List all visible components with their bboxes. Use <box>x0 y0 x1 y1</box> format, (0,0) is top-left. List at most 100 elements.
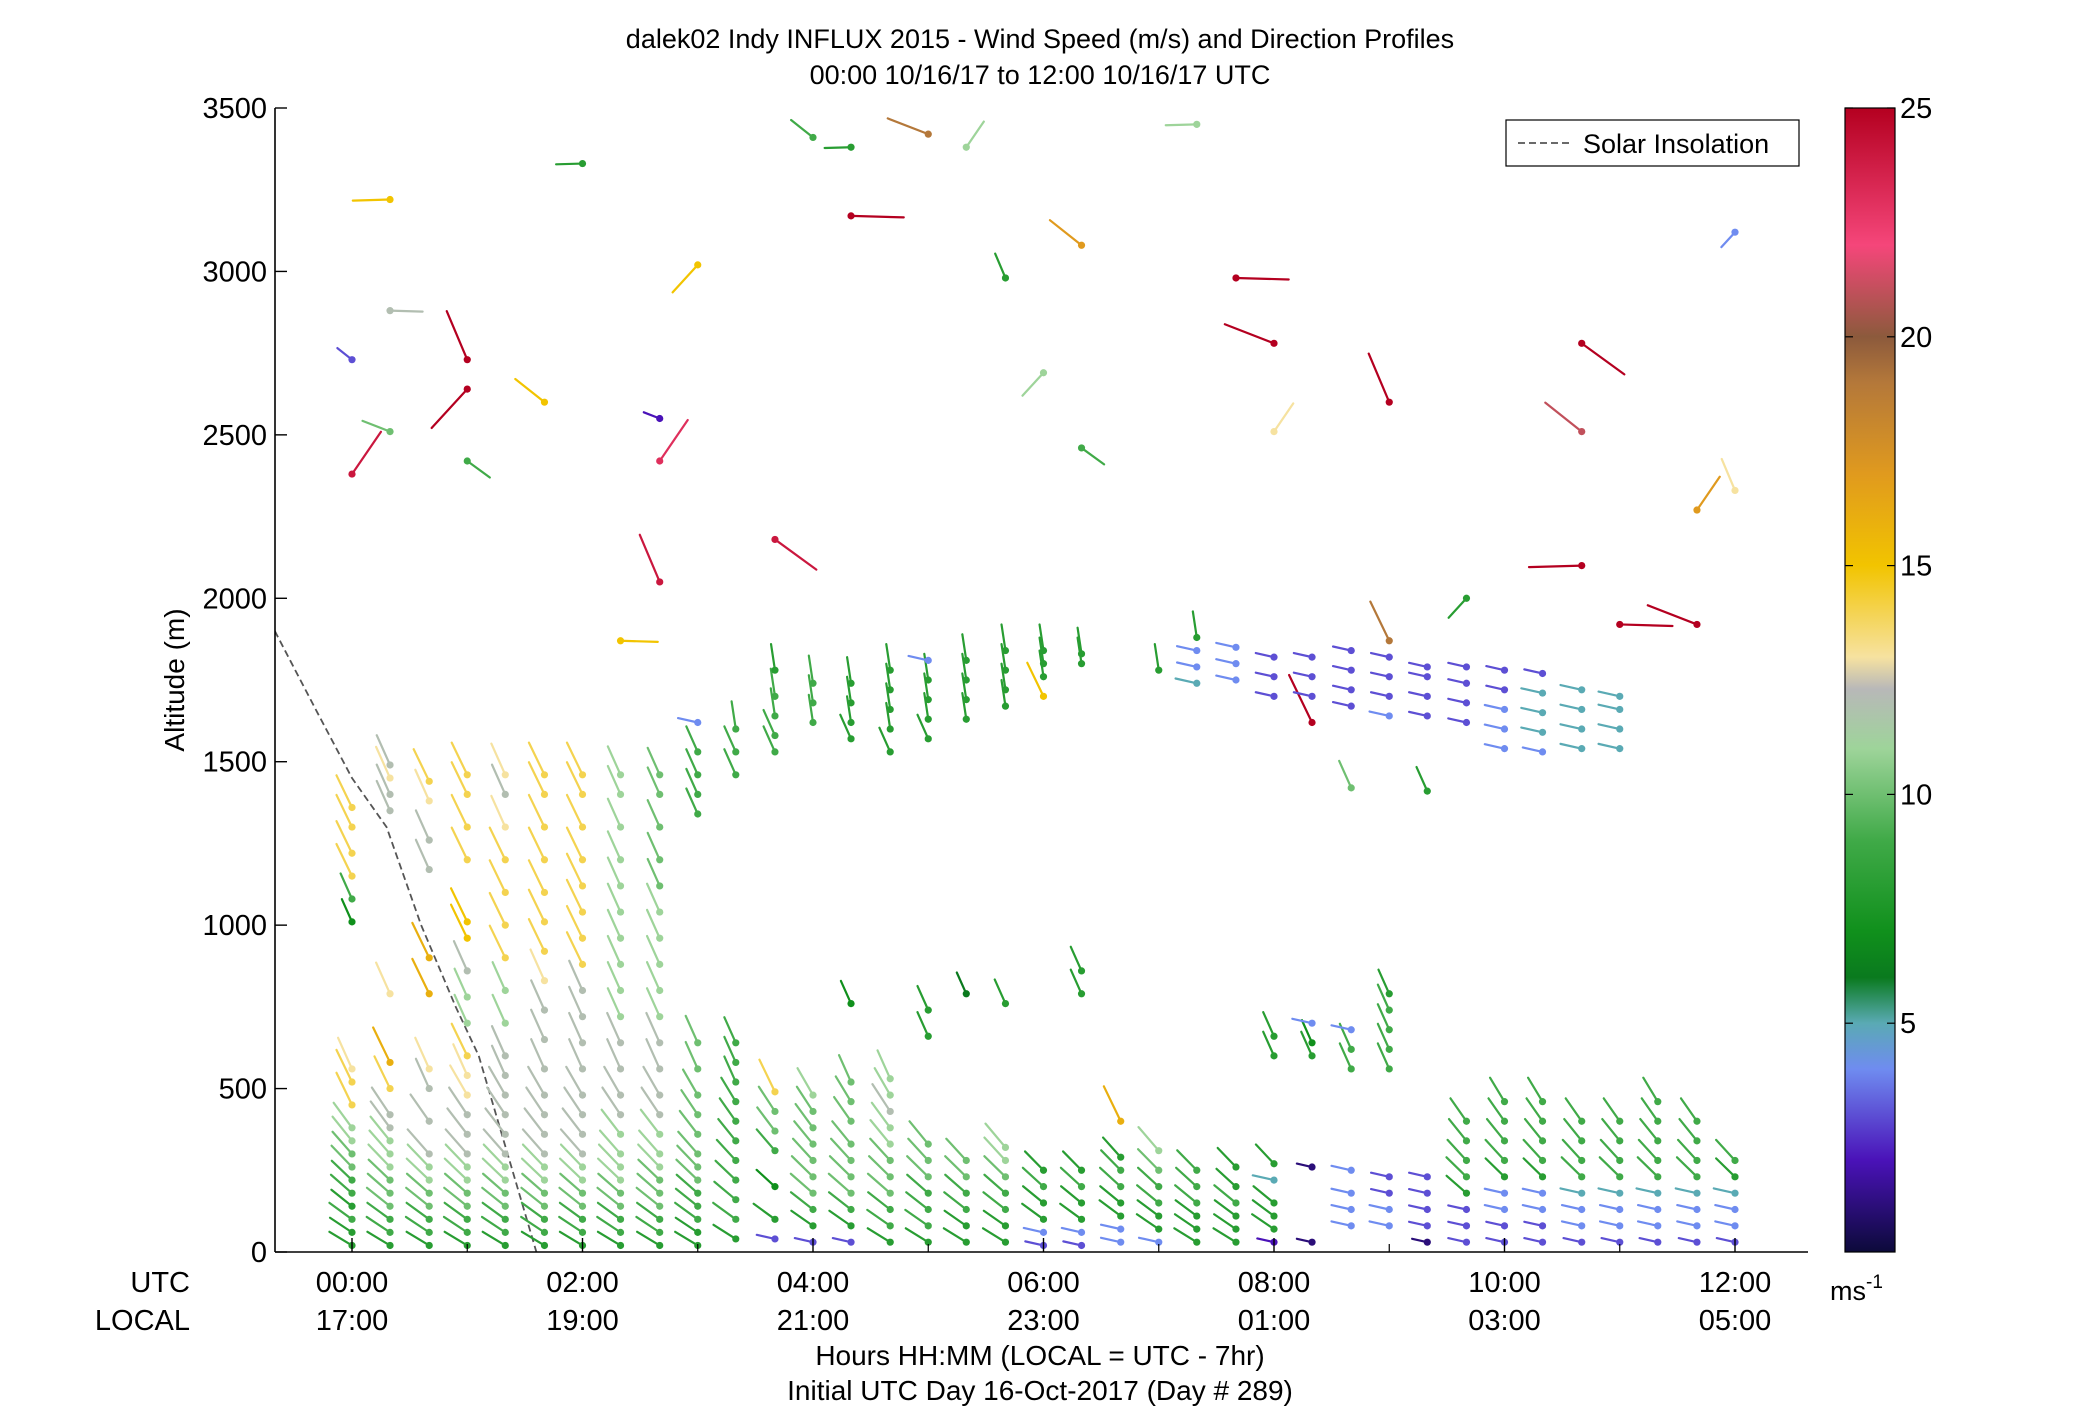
wind-barb <box>1369 1187 1393 1197</box>
wind-barb <box>404 1215 433 1236</box>
y-axis-label: Altitude (m) <box>159 608 190 751</box>
wind-barb-shaft <box>1445 1174 1468 1195</box>
wind-barb-point <box>348 1137 356 1145</box>
wind-barb <box>723 1035 740 1067</box>
wind-barb <box>596 1230 625 1250</box>
wind-barb <box>866 1208 894 1230</box>
wind-barb-shaft <box>527 918 546 953</box>
wind-barb <box>717 1117 740 1145</box>
wind-barb-point <box>578 908 587 916</box>
wind-barb-point <box>924 696 932 704</box>
wind-barb <box>1251 1213 1278 1233</box>
wind-barb-point <box>1578 1238 1586 1246</box>
wind-barb <box>646 799 664 831</box>
wind-barb-point <box>425 777 433 785</box>
wind-barb <box>339 872 356 903</box>
wind-barb <box>450 761 471 799</box>
wind-barb-shaft <box>1559 1187 1583 1195</box>
wind-barb-point <box>886 1173 894 1181</box>
wind-barb-shaft <box>1715 1138 1737 1162</box>
wind-barb-shaft <box>490 1044 507 1077</box>
wind-barb-point <box>1347 1065 1355 1073</box>
wind-barb-shaft <box>876 1049 892 1080</box>
wind-barb-point <box>924 735 932 743</box>
wind-barb-point <box>616 1013 625 1021</box>
wind-barb-point <box>1193 1238 1201 1246</box>
wind-barb-shaft <box>671 263 699 294</box>
wind-barb-point <box>1001 1205 1010 1214</box>
y-tick-label: 3000 <box>202 256 267 288</box>
wind-barb-point <box>694 771 702 779</box>
wind-barb-point <box>809 133 817 142</box>
wind-barb-shaft <box>658 418 689 463</box>
wind-barb-point <box>809 1124 817 1132</box>
wind-barb-shaft <box>369 1115 392 1142</box>
wind-barb-point <box>540 1150 549 1158</box>
wind-barb <box>565 793 587 831</box>
wind-barb-shaft <box>606 797 622 829</box>
wind-barb-point <box>616 771 625 779</box>
wind-barb <box>676 1144 702 1171</box>
wind-barb <box>1521 746 1547 756</box>
wind-barb-point <box>924 1006 932 1014</box>
wind-barb <box>565 826 587 864</box>
wind-barb-shaft <box>405 1172 431 1195</box>
wind-barb-point <box>463 1215 471 1223</box>
wind-barb <box>1407 1171 1431 1181</box>
wind-barb-shaft <box>758 1058 777 1093</box>
x-tick-label-local: 05:00 <box>1699 1305 1772 1337</box>
wind-barb-point <box>1001 1143 1010 1152</box>
wind-barb <box>1251 1199 1278 1220</box>
wind-barb <box>375 745 394 782</box>
wind-barb <box>527 741 549 779</box>
wind-barb-shaft <box>1559 742 1583 750</box>
wind-barb-point <box>1462 1189 1471 1197</box>
utc-row-label: UTC <box>130 1267 190 1299</box>
wind-barb-shaft <box>372 1026 392 1064</box>
wind-barb <box>340 898 356 926</box>
chart-subtitle: 00:00 10/16/17 to 12:00 10/16/17 UTC <box>810 60 1271 90</box>
wind-barb-shaft <box>712 1223 737 1241</box>
wind-barb <box>606 797 625 831</box>
wind-barb <box>712 1201 740 1223</box>
wind-barb-shaft <box>1000 642 1007 672</box>
wind-barb-point <box>924 1032 932 1040</box>
wind-barb <box>452 1043 471 1080</box>
wind-barb <box>430 385 471 430</box>
wind-barb <box>558 1215 587 1236</box>
wind-barb <box>713 1180 740 1204</box>
wind-barb-point <box>732 1156 740 1165</box>
wind-barb <box>1597 723 1624 733</box>
wind-barb-point <box>1308 1238 1316 1246</box>
wind-barb-point <box>386 1189 394 1197</box>
wind-barb <box>715 1138 740 1165</box>
wind-barb-shaft <box>1637 1138 1659 1162</box>
wind-barb <box>568 1011 587 1047</box>
wind-barb <box>1520 687 1547 697</box>
wind-barb <box>638 1129 664 1158</box>
wind-barb-shaft <box>366 1172 392 1195</box>
wind-barb-shaft <box>568 1038 584 1071</box>
wind-barb-point <box>1500 1205 1509 1214</box>
wind-barb <box>866 1227 894 1246</box>
wind-barb-point <box>578 1065 587 1073</box>
wind-barb-shaft <box>405 1157 431 1182</box>
wind-barb <box>565 852 587 890</box>
wind-barb-point <box>656 1215 664 1223</box>
wind-barb <box>453 967 471 1001</box>
wind-barb-point <box>1347 1026 1355 1034</box>
wind-barb-point <box>809 1107 817 1116</box>
wind-barb-point <box>386 1163 394 1171</box>
wind-barb-point <box>425 797 433 805</box>
wind-barb <box>488 826 509 864</box>
wind-barb-point <box>1001 999 1010 1008</box>
wind-barb-point <box>656 908 664 916</box>
wind-barb-shaft <box>339 872 354 901</box>
wind-barb <box>375 763 394 799</box>
wind-barb-point <box>1462 663 1471 671</box>
wind-barb <box>1330 1203 1355 1214</box>
wind-barb <box>807 674 817 707</box>
wind-barb <box>1100 1149 1125 1174</box>
wind-barb-shaft <box>444 1143 469 1169</box>
wind-barb <box>596 1186 625 1210</box>
